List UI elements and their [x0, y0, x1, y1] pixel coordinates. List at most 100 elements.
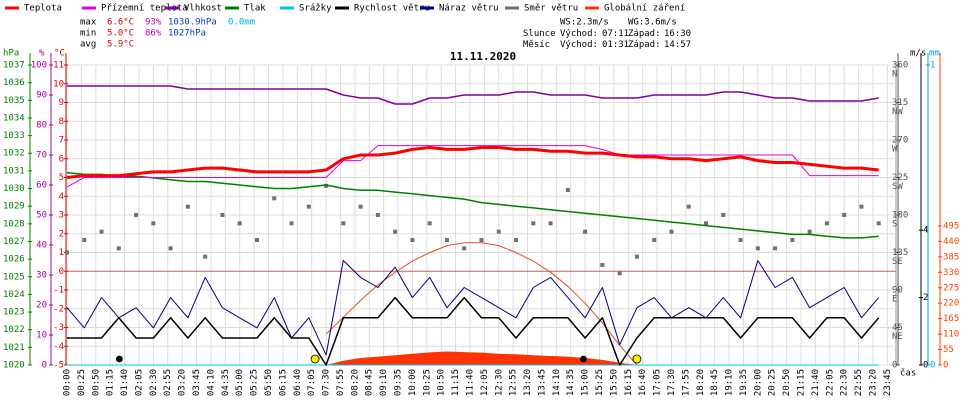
x-tick-label: 17:05	[653, 369, 663, 396]
direction-point	[220, 213, 225, 217]
y-tick-label: 1036	[3, 78, 25, 88]
x-tick-label: 03:20	[178, 369, 188, 396]
direction-point	[842, 213, 847, 217]
direction-point	[773, 246, 778, 251]
y-tick-label: 90	[36, 91, 47, 101]
y-tick-label: 495	[943, 221, 959, 231]
wind-gust-info: WG:3.6m/s	[628, 18, 677, 28]
direction-point	[876, 221, 881, 226]
legend-label: Tlak	[244, 4, 266, 14]
x-tick-label: 10:50	[437, 369, 447, 396]
y-tick-label: 180	[892, 211, 908, 221]
x-tick-label: 07:30	[322, 369, 332, 396]
y-tick-label: 135	[892, 248, 908, 258]
sun-set-label: Západ:	[628, 29, 661, 39]
x-tick-label: 22:55	[854, 369, 864, 396]
compass-label: N	[892, 70, 897, 80]
axis-title: %	[39, 49, 45, 59]
series-area	[67, 351, 879, 365]
x-tick-label: 04:10	[206, 369, 216, 396]
x-tick-label: 22:05	[825, 369, 835, 396]
x-tick-label: 22:30	[840, 369, 850, 396]
compass-label: SE	[892, 257, 903, 267]
x-tick-label: 11:15	[451, 369, 461, 396]
stat-pres: 1027hPa	[168, 29, 206, 39]
y-tick-label: 0	[943, 361, 948, 371]
y-tick-label: 1033	[3, 131, 25, 141]
x-tick-label: 14:10	[552, 369, 562, 396]
y-tick-label: 8	[59, 117, 64, 127]
compass-label: SW	[892, 182, 903, 192]
legend-label: Globální záření	[604, 4, 685, 14]
series-line	[66, 171, 879, 239]
x-tick-label: 23:20	[868, 369, 878, 396]
x-tick-label: 05:00	[235, 369, 245, 396]
stat-temp: 6.6°C	[107, 18, 134, 28]
direction-point	[306, 204, 311, 209]
x-tick-label: 15:50	[609, 369, 619, 396]
x-tick-label: 13:20	[523, 369, 533, 396]
x-tick-label: 02:30	[149, 369, 159, 396]
y-tick-label: 1027	[3, 237, 25, 247]
legend-label: Náraz větru	[439, 4, 499, 14]
sun-rise: 07:11	[602, 29, 629, 39]
x-tick-label: 06:15	[278, 369, 288, 396]
y-tick-label: 110	[943, 330, 959, 340]
y-tick-label: 1025	[3, 272, 25, 282]
stat-label: min	[80, 29, 96, 39]
x-tick-label: 18:20	[696, 369, 706, 396]
series-line	[66, 145, 879, 188]
y-tick-label: 0	[892, 361, 897, 371]
y-tick-label: 5	[59, 173, 64, 183]
direction-point	[358, 204, 363, 209]
y-tick-label: 4	[59, 192, 64, 202]
y-tick-label: 220	[943, 299, 959, 309]
y-tick-label: 20	[36, 301, 47, 311]
y-tick-label: 1024	[3, 290, 25, 300]
x-tick-label: 23:45	[883, 369, 893, 396]
direction-point	[427, 221, 432, 226]
series-line	[66, 146, 879, 179]
y-tick-label: -2	[53, 304, 64, 314]
y-tick-label: 40	[36, 241, 47, 251]
y-tick-label: 1034	[3, 113, 25, 123]
y-tick-label: 10	[53, 79, 64, 89]
y-tick-label: 1031	[3, 166, 25, 176]
stat-temp: 5.0°C	[107, 29, 134, 39]
x-tick-label: 09:35	[394, 369, 404, 396]
y-tick-label: 9	[59, 98, 64, 108]
y-tick-label: 30	[36, 271, 47, 281]
x-tick-label: 20:50	[782, 369, 792, 396]
y-tick-label: 330	[943, 268, 959, 278]
moon-marker	[115, 355, 123, 363]
y-tick-label: 80	[36, 121, 47, 131]
y-tick-label: 50	[36, 211, 47, 221]
legend-label: Směr větru	[524, 4, 578, 14]
direction-point	[824, 221, 829, 226]
legend-label: Rychlost větru	[354, 4, 430, 14]
y-tick-label: -1	[53, 286, 64, 296]
series-line	[67, 85, 879, 105]
y-tick-label: 165	[943, 314, 959, 324]
axis-title: °C	[54, 49, 65, 59]
direction-point	[479, 238, 484, 242]
series-line	[325, 242, 638, 366]
y-tick-label: 60	[36, 181, 47, 191]
x-tick-label: 10:25	[422, 369, 432, 396]
compass-label: W	[892, 145, 898, 155]
x-tick-label: 00:00	[63, 369, 73, 396]
direction-point	[652, 238, 657, 242]
y-tick-label: 1035	[3, 96, 25, 106]
y-tick-label: 315	[892, 98, 908, 108]
y-tick-label: 1	[59, 248, 64, 258]
direction-point	[324, 183, 329, 188]
y-tick-label: 385	[943, 252, 959, 262]
y-tick-label: 1021	[3, 343, 25, 353]
direction-point	[272, 196, 277, 201]
y-tick-label: 1030	[3, 184, 25, 194]
y-tick-label: 6	[59, 154, 64, 164]
x-tick-label: 20:25	[768, 369, 778, 396]
wind-speed-info: WS:2.3m/s	[560, 18, 609, 28]
direction-point	[755, 246, 760, 251]
